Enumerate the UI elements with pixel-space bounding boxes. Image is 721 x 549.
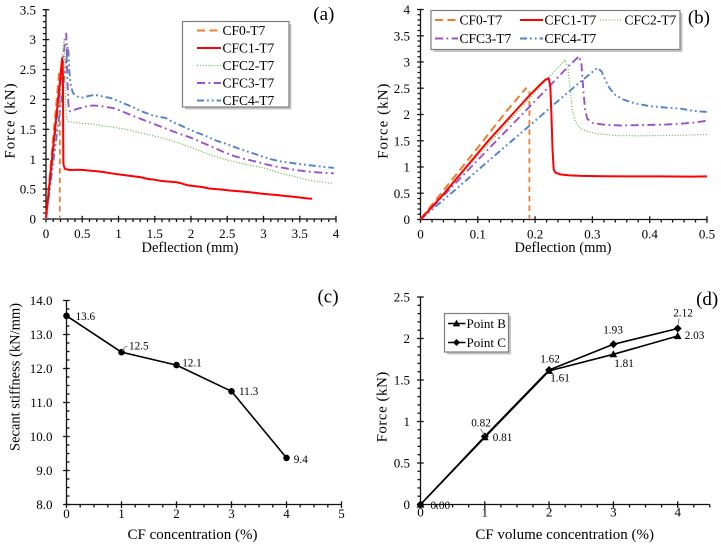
svg-text:1.81: 1.81 [614, 358, 634, 370]
svg-text:0: 0 [30, 212, 37, 227]
svg-text:0: 0 [63, 506, 70, 521]
svg-text:10.0: 10.0 [30, 429, 53, 444]
svg-text:0.5: 0.5 [394, 186, 410, 201]
svg-text:2.03: 2.03 [685, 330, 705, 342]
svg-text:8.0: 8.0 [36, 497, 52, 512]
svg-text:3.5: 3.5 [292, 226, 308, 241]
svg-text:9.0: 9.0 [36, 463, 52, 478]
svg-text:CF volume concentration (%): CF volume concentration (%) [475, 527, 654, 543]
svg-text:0.5: 0.5 [699, 226, 715, 241]
svg-text:CFC1-T7: CFC1-T7 [223, 41, 275, 56]
svg-text:13.6: 13.6 [76, 311, 96, 323]
svg-text:0.5: 0.5 [394, 456, 410, 471]
svg-text:12.0: 12.0 [30, 361, 53, 376]
svg-text:0.1: 0.1 [470, 226, 486, 241]
svg-text:1.5: 1.5 [147, 226, 163, 241]
svg-text:1: 1 [118, 506, 125, 521]
svg-text:(c): (c) [317, 287, 338, 308]
svg-text:1: 1 [404, 160, 411, 175]
svg-text:0.5: 0.5 [20, 182, 36, 197]
svg-text:0.5: 0.5 [74, 226, 90, 241]
svg-text:0.2: 0.2 [527, 226, 543, 241]
svg-text:CF0-T7: CF0-T7 [223, 23, 266, 38]
svg-text:CFC4-T7: CFC4-T7 [223, 93, 275, 108]
svg-text:2.5: 2.5 [394, 290, 410, 305]
svg-text:Secant stiffness (kN/mm): Secant stiffness (kN/mm) [8, 303, 24, 451]
svg-text:14.0: 14.0 [30, 293, 53, 308]
svg-text:Point B: Point B [467, 316, 507, 331]
svg-text:0.4: 0.4 [642, 226, 659, 241]
svg-text:CFC1-T7: CFC1-T7 [545, 13, 597, 28]
svg-text:1: 1 [115, 226, 122, 241]
svg-text:0.81: 0.81 [493, 432, 513, 444]
svg-text:1: 1 [404, 414, 411, 429]
svg-text:3: 3 [404, 55, 411, 70]
svg-text:CFC4-T7: CFC4-T7 [545, 31, 597, 46]
svg-text:12.5: 12.5 [129, 340, 149, 352]
svg-text:Deflection (mm): Deflection (mm) [514, 240, 611, 256]
svg-text:Force (kN): Force (kN) [3, 82, 19, 158]
svg-text:4: 4 [404, 2, 411, 17]
svg-text:CFC3-T7: CFC3-T7 [460, 31, 512, 46]
svg-text:11.0: 11.0 [30, 395, 52, 410]
svg-text:2.12: 2.12 [673, 308, 693, 320]
svg-text:(a): (a) [313, 4, 334, 25]
svg-text:9.4: 9.4 [294, 454, 308, 466]
svg-text:1.61: 1.61 [550, 372, 570, 384]
svg-text:Force (kN): Force (kN) [375, 371, 391, 442]
svg-text:Force (kN): Force (kN) [375, 83, 391, 159]
svg-text:1.5: 1.5 [394, 133, 410, 148]
svg-text:0.00: 0.00 [431, 500, 451, 512]
svg-text:CF0-T7: CF0-T7 [460, 13, 503, 28]
svg-text:CFC2-T7: CFC2-T7 [223, 58, 275, 73]
svg-text:(d): (d) [696, 289, 718, 310]
svg-text:3: 3 [610, 505, 617, 520]
svg-text:CFC2-T7: CFC2-T7 [625, 13, 677, 28]
svg-text:0.82: 0.82 [471, 418, 491, 430]
svg-text:2: 2 [30, 92, 37, 107]
svg-text:1: 1 [30, 152, 37, 167]
svg-text:0: 0 [404, 497, 411, 512]
svg-text:5: 5 [338, 506, 345, 521]
svg-text:3: 3 [30, 32, 37, 47]
svg-text:3: 3 [228, 506, 235, 521]
svg-text:4: 4 [674, 505, 681, 520]
svg-text:Deflection (mm): Deflection (mm) [141, 240, 238, 256]
svg-text:2: 2 [404, 331, 411, 346]
svg-text:2: 2 [546, 505, 553, 520]
svg-text:Point C: Point C [467, 335, 506, 350]
svg-text:13.0: 13.0 [30, 327, 53, 342]
svg-text:11.3: 11.3 [239, 386, 259, 398]
svg-text:2: 2 [188, 226, 195, 241]
svg-text:(b): (b) [688, 8, 710, 29]
svg-text:0: 0 [43, 226, 50, 241]
svg-text:1.62: 1.62 [540, 353, 560, 365]
svg-text:3.5: 3.5 [394, 28, 410, 43]
svg-text:0.3: 0.3 [584, 226, 600, 241]
svg-text:CF concentration (%): CF concentration (%) [128, 527, 258, 543]
svg-text:2.5: 2.5 [219, 226, 235, 241]
svg-text:4: 4 [333, 226, 340, 241]
svg-text:0: 0 [404, 212, 411, 227]
svg-text:3.5: 3.5 [20, 2, 36, 17]
svg-text:1.5: 1.5 [394, 373, 410, 388]
svg-text:2.5: 2.5 [20, 62, 36, 77]
svg-text:0: 0 [417, 226, 424, 241]
svg-text:4: 4 [283, 506, 290, 521]
svg-text:CFC3-T7: CFC3-T7 [223, 76, 275, 91]
svg-text:2: 2 [173, 506, 180, 521]
svg-text:1.5: 1.5 [20, 122, 36, 137]
svg-text:1: 1 [482, 505, 489, 520]
svg-text:2.5: 2.5 [394, 81, 410, 96]
svg-text:2: 2 [404, 107, 411, 122]
svg-text:3: 3 [260, 226, 267, 241]
svg-text:12.1: 12.1 [182, 357, 202, 369]
svg-text:1.93: 1.93 [603, 324, 623, 336]
svg-text:0: 0 [417, 505, 424, 520]
